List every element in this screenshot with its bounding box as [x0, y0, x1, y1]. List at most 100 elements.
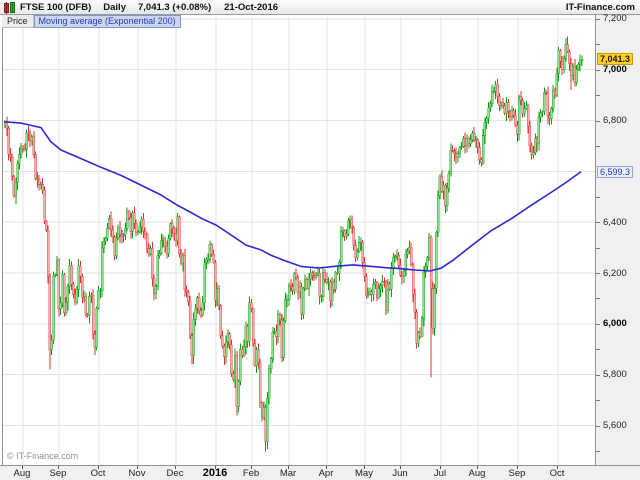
candle-body [347, 220, 350, 235]
candle-body [9, 154, 12, 158]
candle-body [210, 243, 213, 255]
candle-body [392, 256, 395, 269]
candle-body [413, 294, 417, 313]
candle-body [458, 147, 461, 155]
candle-body [449, 150, 452, 174]
y-axis-label: 7,000 [603, 64, 627, 76]
plot-canvas[interactable] [2, 15, 596, 465]
candle-body [302, 288, 305, 315]
candle-body [169, 223, 172, 239]
candle-body [248, 302, 251, 342]
candle-body [185, 289, 188, 293]
candle-body [269, 358, 273, 369]
candle-body [365, 276, 368, 296]
candle-body [354, 244, 357, 258]
candle-body [203, 262, 206, 303]
candle-body [156, 255, 159, 287]
candle-body [239, 349, 242, 382]
candle-body [429, 237, 433, 289]
candle-body [314, 274, 318, 278]
candle-body [235, 354, 239, 407]
y-axis-minor-tick [596, 298, 600, 300]
candle-body [41, 183, 44, 191]
x-axis-tick [517, 466, 518, 469]
candle-body [440, 176, 443, 192]
candle-body [318, 273, 321, 298]
candle-body [201, 302, 204, 316]
candle-body [372, 284, 375, 295]
candle-body [307, 279, 310, 289]
candle-body [142, 218, 145, 232]
candle-body [546, 92, 550, 117]
moving-average-chip[interactable]: Moving average (Exponential 200) [33, 15, 181, 28]
candle-body [397, 254, 400, 266]
candle-body [469, 139, 472, 144]
y-axis[interactable]: 7,041.3 6,599.3 7,200 7,000 6,800 6,400 6,20… [595, 13, 640, 465]
candle-body [436, 195, 440, 233]
price-pane-tab[interactable]: Price [2, 15, 34, 28]
candle-body [10, 157, 14, 177]
price-chart[interactable] [3, 15, 596, 465]
candle-body [321, 272, 325, 297]
candle-body [37, 179, 41, 185]
y-axis-tick [596, 69, 600, 71]
x-axis-tick [251, 466, 252, 469]
candle-body [251, 308, 255, 344]
candle-body [338, 261, 341, 274]
candle-body [32, 136, 35, 156]
candle-body [212, 254, 215, 263]
candle-body [219, 305, 222, 336]
candle-body [88, 295, 91, 316]
candle-body [528, 126, 532, 146]
candle-body [152, 278, 156, 295]
candle-body [221, 335, 224, 347]
candle-body [420, 318, 424, 337]
candle-body [406, 251, 409, 255]
candle-body [447, 173, 451, 189]
candle-body [476, 139, 479, 148]
candle-body [521, 100, 524, 115]
candle-body [492, 90, 496, 93]
y-axis-tick [596, 273, 600, 275]
candle-body [163, 238, 167, 247]
x-axis-tick [98, 466, 99, 469]
x-axis-label: Aug [468, 468, 486, 479]
candle-body [357, 242, 361, 252]
candle-body [390, 268, 393, 290]
candle-body [356, 251, 359, 258]
x-axis-tick [400, 466, 401, 469]
candle-body [48, 275, 52, 351]
y-axis-minor-tick [596, 145, 600, 147]
candle-body [133, 212, 136, 224]
candle-body [192, 319, 195, 357]
x-axis[interactable]: Aug Sep Oct Nov Dec 2016 Feb Mar Apr May Jun Jul Aug… [0, 465, 640, 480]
candle-body [287, 284, 291, 300]
candle-body [72, 284, 75, 295]
candle-body [66, 286, 70, 303]
x-axis-tick [58, 466, 59, 469]
y-axis-label: 6,000 [603, 318, 627, 330]
candle-body [580, 58, 584, 61]
y-axis-minor-tick [596, 44, 600, 46]
candle-body [433, 288, 436, 329]
candle-body [27, 132, 30, 135]
y-axis-label: 6,400 [603, 216, 627, 228]
candle-body [415, 312, 418, 344]
candle-body [167, 238, 170, 254]
candle-body [507, 102, 510, 112]
candle-body [102, 240, 106, 249]
candle-body [562, 58, 566, 70]
candle-body [296, 277, 300, 293]
candle-body [453, 150, 456, 154]
candle-body [124, 228, 127, 236]
candle-body [144, 231, 147, 235]
x-axis-label: Oct [549, 468, 565, 479]
y-axis-label: 5,600 [603, 420, 627, 432]
candle-body [45, 221, 48, 231]
y-axis-label: 5,800 [603, 369, 627, 381]
candle-body [178, 216, 181, 255]
x-axis-label: Dec [166, 468, 184, 479]
candle-body [194, 308, 197, 320]
candle-body [294, 273, 298, 278]
x-axis-label: Nov [128, 468, 146, 479]
